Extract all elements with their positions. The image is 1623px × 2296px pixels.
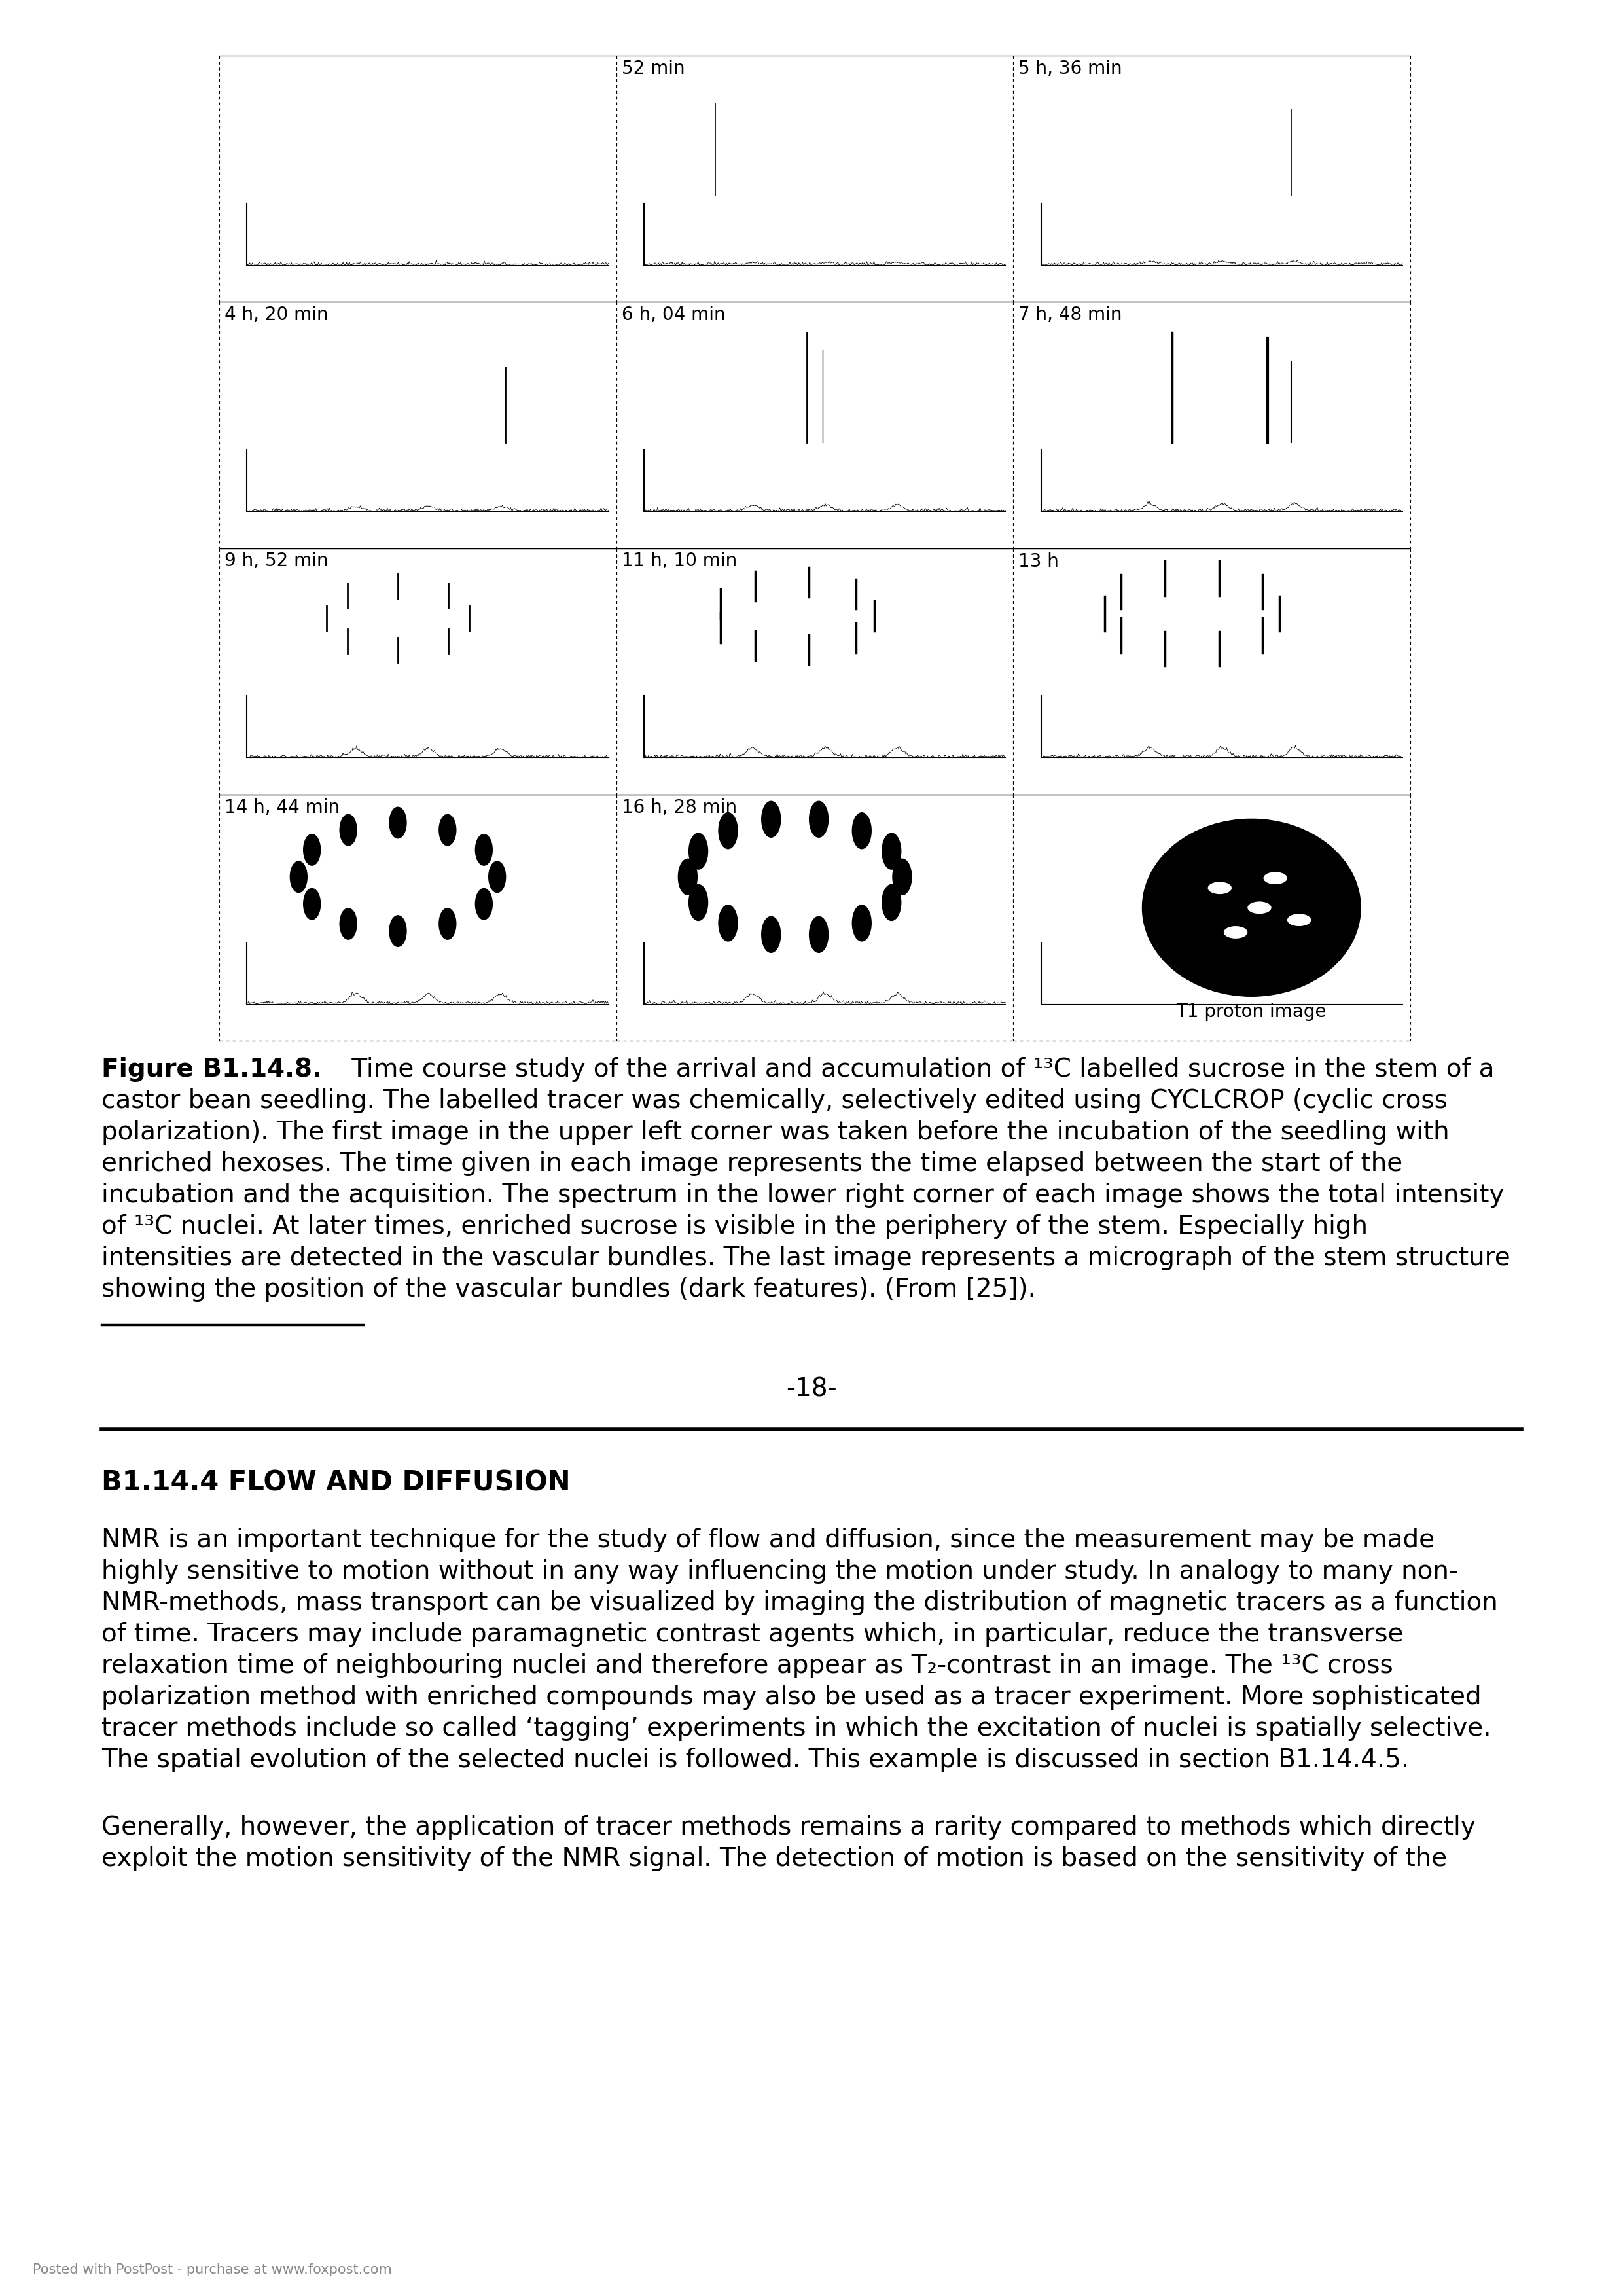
Text: NMR is an important technique for the study of flow and diffusion, since the mea: NMR is an important technique for the st… (101, 1527, 1435, 1552)
Text: tracer methods include so called ‘tagging’ experiments in which the excitation o: tracer methods include so called ‘taggin… (101, 1715, 1492, 1740)
Text: highly sensitive to motion without in any way influencing the motion under study: highly sensitive to motion without in an… (101, 1559, 1457, 1584)
Text: 14 h, 44 min: 14 h, 44 min (224, 799, 339, 817)
Ellipse shape (339, 815, 357, 845)
Ellipse shape (291, 861, 308, 893)
Ellipse shape (304, 889, 321, 921)
Text: 4 h, 20 min: 4 h, 20 min (224, 305, 328, 324)
Ellipse shape (438, 815, 456, 845)
Ellipse shape (808, 801, 829, 838)
Ellipse shape (761, 916, 781, 953)
Ellipse shape (1248, 902, 1271, 914)
Ellipse shape (761, 801, 781, 838)
Text: intensities are detected in the vascular bundles. The last image represents a mi: intensities are detected in the vascular… (101, 1244, 1511, 1270)
Text: of ¹³C nuclei. At later times, enriched sucrose is visible in the periphery of t: of ¹³C nuclei. At later times, enriched … (101, 1215, 1368, 1240)
Text: polarization). The first image in the upper left corner was taken before the inc: polarization). The first image in the up… (101, 1120, 1449, 1146)
Ellipse shape (476, 889, 493, 921)
Ellipse shape (688, 833, 708, 870)
Ellipse shape (339, 907, 357, 939)
Ellipse shape (1287, 914, 1311, 925)
Ellipse shape (717, 813, 738, 850)
Text: The spatial evolution of the selected nuclei is followed. This example is discus: The spatial evolution of the selected nu… (101, 1747, 1409, 1773)
Text: 6 h, 04 min: 6 h, 04 min (622, 305, 725, 324)
Text: polarization method with enriched compounds may also be used as a tracer experim: polarization method with enriched compou… (101, 1685, 1482, 1711)
Ellipse shape (688, 884, 708, 921)
Text: enriched hexoses. The time given in each image represents the time elapsed betwe: enriched hexoses. The time given in each… (101, 1150, 1402, 1176)
Ellipse shape (1143, 820, 1360, 996)
Text: Posted with PostPost - purchase at www.foxpost.com: Posted with PostPost - purchase at www.f… (32, 2264, 391, 2275)
Text: exploit the motion sensitivity of the NMR signal. The detection of motion is bas: exploit the motion sensitivity of the NM… (101, 1846, 1448, 1871)
Ellipse shape (852, 905, 872, 941)
Text: castor bean seedling. The labelled tracer was chemically, selectively edited usi: castor bean seedling. The labelled trace… (101, 1088, 1448, 1114)
Ellipse shape (390, 916, 407, 946)
Text: showing the position of the vascular bundles (dark features). (From [25]).: showing the position of the vascular bun… (101, 1277, 1035, 1302)
Ellipse shape (489, 861, 506, 893)
Text: of time. Tracers may include paramagnetic contrast agents which, in particular, : of time. Tracers may include paramagneti… (101, 1621, 1404, 1646)
Ellipse shape (438, 907, 456, 939)
Ellipse shape (1224, 925, 1248, 939)
Text: 13 h: 13 h (1019, 551, 1060, 569)
Text: incubation and the acquisition. The spectrum in the lower right corner of each i: incubation and the acquisition. The spec… (101, 1182, 1505, 1208)
Ellipse shape (893, 859, 912, 895)
Text: 16 h, 28 min: 16 h, 28 min (622, 799, 737, 817)
Text: 5 h, 36 min: 5 h, 36 min (1019, 60, 1123, 78)
Text: 52 min: 52 min (622, 60, 685, 78)
Ellipse shape (717, 905, 738, 941)
Ellipse shape (881, 884, 901, 921)
Ellipse shape (476, 833, 493, 866)
Text: NMR-methods, mass transport can be visualized by imaging the distribution of mag: NMR-methods, mass transport can be visua… (101, 1591, 1498, 1616)
Ellipse shape (678, 859, 698, 895)
Text: Figure B1.14.8.: Figure B1.14.8. (101, 1056, 321, 1081)
Text: relaxation time of neighbouring nuclei and therefore appear as T₂-contrast in an: relaxation time of neighbouring nuclei a… (101, 1653, 1393, 1678)
Text: T1 proton image: T1 proton image (1177, 1003, 1326, 1022)
Ellipse shape (808, 916, 829, 953)
Text: Time course study of the arrival and accumulation of ¹³C labelled sucrose in the: Time course study of the arrival and acc… (344, 1056, 1495, 1081)
Text: 7 h, 48 min: 7 h, 48 min (1019, 305, 1121, 324)
Text: -18-: -18- (786, 1378, 837, 1403)
Ellipse shape (304, 833, 321, 866)
Text: Generally, however, the application of tracer methods remains a rarity compared : Generally, however, the application of t… (101, 1814, 1475, 1839)
Ellipse shape (1208, 882, 1232, 893)
Ellipse shape (1263, 872, 1287, 884)
Text: B1.14.4 FLOW AND DIFFUSION: B1.14.4 FLOW AND DIFFUSION (101, 1469, 570, 1497)
Ellipse shape (881, 833, 901, 870)
Text: 9 h, 52 min: 9 h, 52 min (224, 551, 328, 569)
Ellipse shape (852, 813, 872, 850)
Ellipse shape (390, 806, 407, 838)
Text: 11 h, 10 min: 11 h, 10 min (622, 551, 737, 569)
